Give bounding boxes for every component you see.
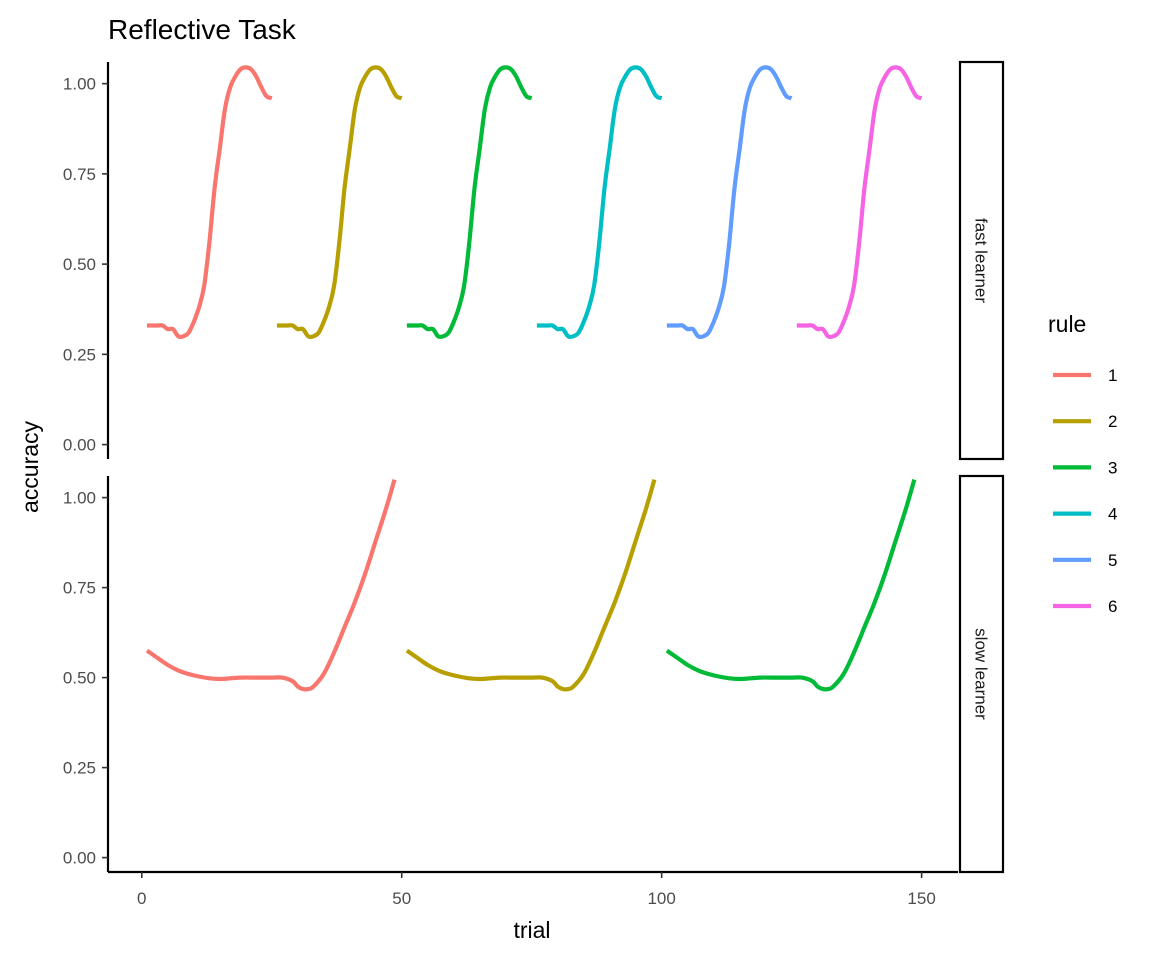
series-line-rule-1 (146, 65, 273, 340)
y-tick-label: 0.75 (63, 165, 96, 184)
series-line-rule-6 (796, 65, 923, 340)
series-line-rule-4 (536, 65, 663, 340)
facet-strip-0 (958, 60, 1005, 461)
facet-strip-1 (958, 474, 1005, 874)
chart-title: Reflective Task (108, 14, 297, 45)
x-tick-label: 50 (392, 889, 411, 908)
x-axis: 0 50 100 150 (108, 870, 958, 908)
y-tick-label: 0.75 (63, 579, 96, 598)
x-tick-label: 150 (907, 889, 935, 908)
facet-panels: 0.00 0.25 0.50 0.75 1.00 fast learner 0.00 0.25… (63, 60, 1005, 874)
facet-panel-1: 0.00 0.25 0.50 0.75 1.00 slow learner (63, 474, 1005, 874)
series-group-1 (145, 479, 917, 692)
series-line-rule-3 (406, 65, 533, 340)
series-line-rule-2 (405, 479, 657, 692)
legend-label: 4 (1108, 505, 1117, 524)
series-line-rule-3 (665, 479, 917, 692)
series-group-0 (146, 65, 923, 340)
y-tick-label: 0.50 (63, 255, 96, 274)
y-tick-label: 0.25 (63, 759, 96, 778)
x-axis-title: trial (513, 917, 550, 943)
y-tick-label: 0.00 (63, 849, 96, 868)
y-tick-label: 0.50 (63, 669, 96, 688)
series-line-rule-1 (145, 479, 397, 692)
facet-panel-0: 0.00 0.25 0.50 0.75 1.00 fast learner (63, 60, 1005, 461)
legend-label: 1 (1108, 366, 1117, 385)
x-tick-label: 0 (137, 889, 146, 908)
legend-label: 6 (1108, 597, 1117, 616)
y-tick-label: 1.00 (63, 489, 96, 508)
facet-strip-label: fast learner (972, 218, 991, 303)
legend-label: 2 (1108, 412, 1117, 431)
y-tick-label: 0.00 (63, 436, 96, 455)
y-axis-title: accuracy (17, 420, 43, 513)
x-tick-label: 100 (647, 889, 675, 908)
legend: rule 1 2 3 4 5 6 (1048, 311, 1117, 616)
legend-label: 5 (1108, 551, 1117, 570)
series-line-rule-2 (276, 65, 403, 340)
legend-label: 3 (1108, 458, 1117, 477)
y-tick-label: 0.25 (63, 345, 96, 364)
facet-strip-label: slow learner (972, 628, 991, 720)
series-line-rule-5 (666, 65, 793, 340)
y-tick-label: 1.00 (63, 75, 96, 94)
legend-title: rule (1048, 311, 1086, 337)
